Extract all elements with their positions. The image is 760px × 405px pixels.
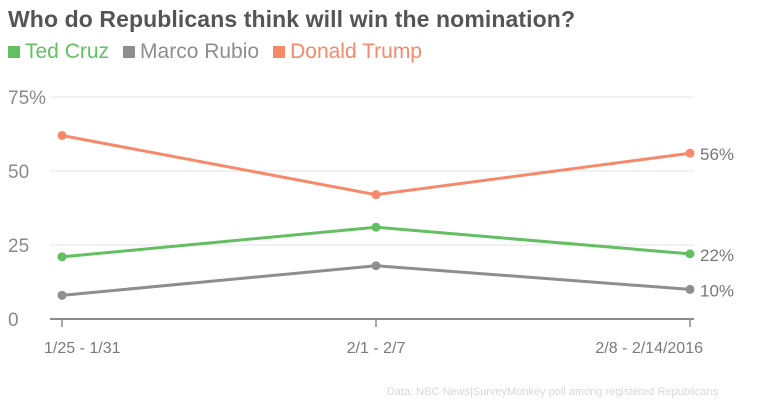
legend: Ted Cruz Marco Rubio Donald Trump [8, 40, 422, 64]
x-tick-label: 2/8 - 2/14/2016 [595, 340, 703, 357]
data-point-ted-cruz [57, 252, 67, 262]
legend-item-marco-rubio: Marco Rubio [123, 40, 259, 64]
legend-label-marco-rubio: Marco Rubio [140, 40, 260, 63]
data-label-donald-trump: 56% [700, 145, 734, 164]
series-line-donald-trump [61, 134, 691, 197]
data-label-ted-cruz: 22% [700, 246, 734, 265]
legend-item-ted-cruz: Ted Cruz [8, 40, 109, 64]
data-point-marco-rubio [57, 290, 67, 300]
x-tick-label: 2/1 - 2/7 [347, 340, 406, 357]
source-note: Data: NBC News|SurveyMonkey poll among r… [386, 386, 718, 398]
legend-swatch-marco-rubio [123, 46, 136, 58]
legend-item-donald-trump: Donald Trump [273, 40, 422, 64]
data-point-donald-trump [685, 148, 695, 158]
data-label-marco-rubio: 10% [700, 281, 734, 300]
data-point-marco-rubio [371, 261, 381, 271]
chart-title: Who do Republicans think will win the no… [8, 6, 576, 32]
legend-label-ted-cruz: Ted Cruz [25, 40, 110, 63]
data-point-donald-trump [57, 130, 67, 140]
legend-label-donald-trump: Donald Trump [290, 40, 422, 63]
legend-swatch-donald-trump [273, 46, 286, 58]
y-tick-label: 0 [8, 310, 19, 331]
data-point-donald-trump [371, 190, 381, 200]
data-point-ted-cruz [685, 249, 695, 259]
data-point-ted-cruz [371, 222, 381, 232]
y-tick-label: 75% [8, 88, 46, 109]
data-point-marco-rubio [685, 284, 695, 294]
x-tick-label: 1/25 - 1/31 [44, 340, 121, 357]
y-tick-label: 25 [8, 236, 29, 257]
y-tick-label: 50 [8, 162, 29, 183]
legend-swatch-ted-cruz [8, 46, 20, 58]
